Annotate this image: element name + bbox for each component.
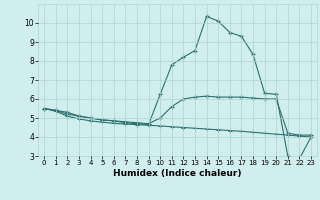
X-axis label: Humidex (Indice chaleur): Humidex (Indice chaleur) xyxy=(113,169,242,178)
